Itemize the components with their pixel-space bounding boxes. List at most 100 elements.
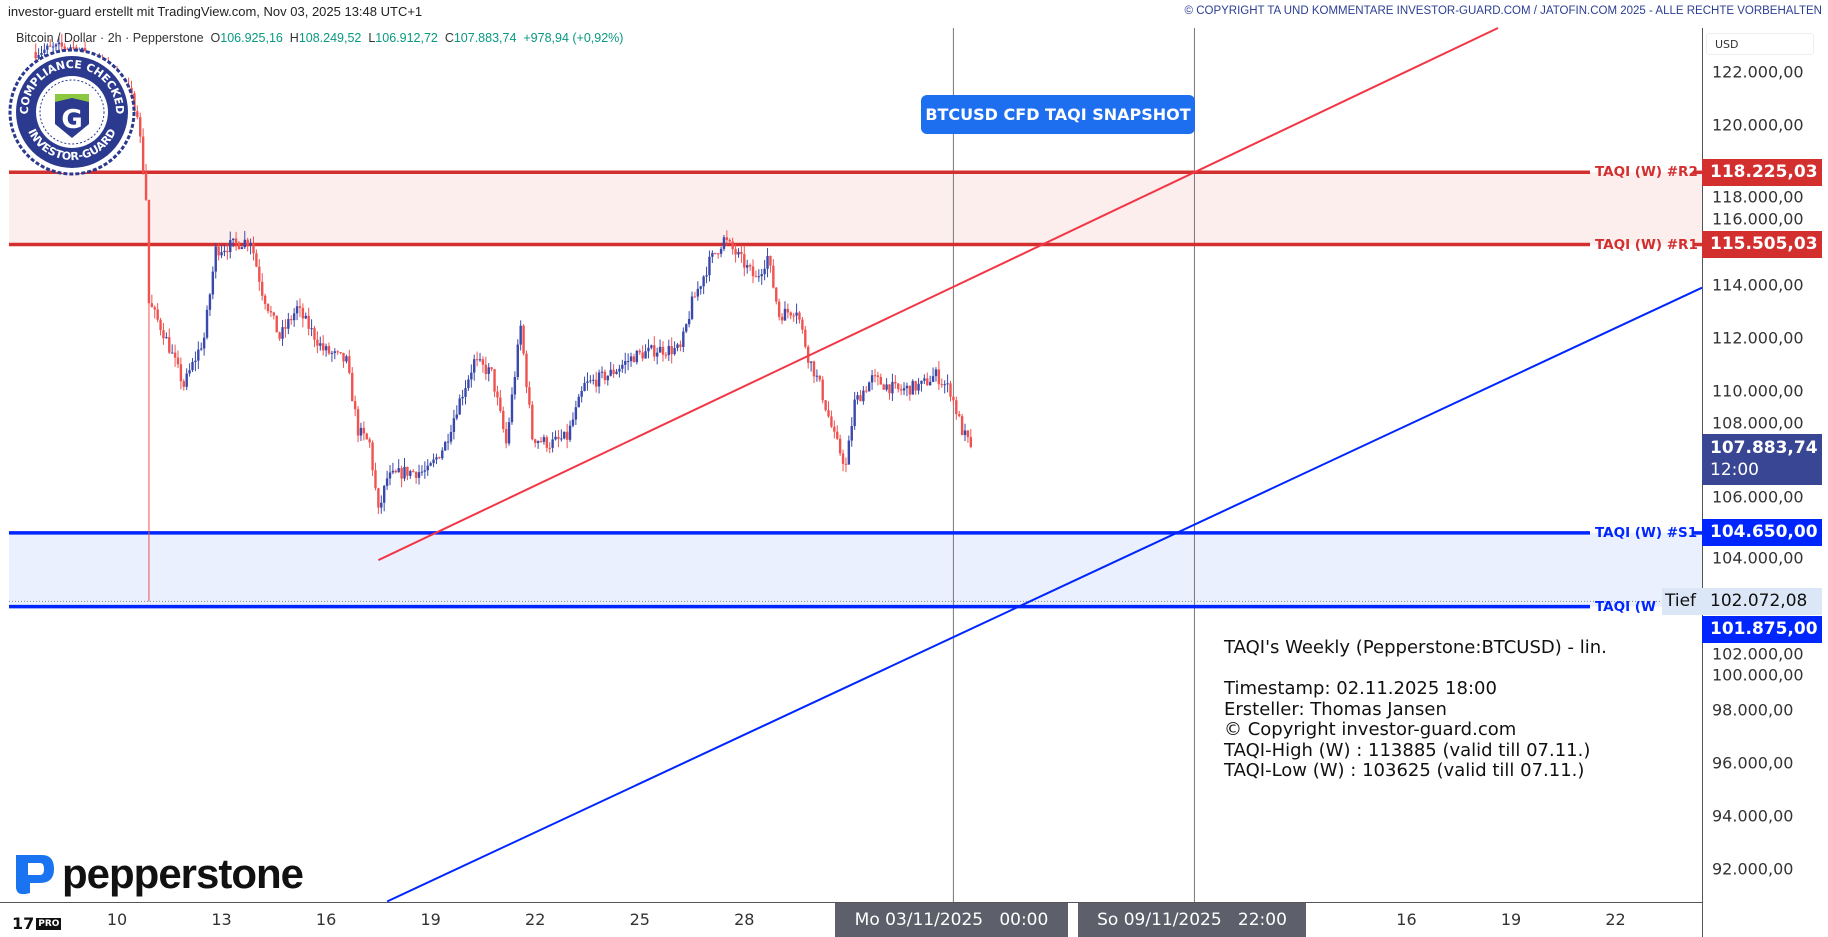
candle-body — [458, 398, 461, 415]
candle — [624, 352, 627, 374]
candle-body — [879, 377, 882, 385]
price-tick-label: 102.000,00 — [1712, 644, 1804, 664]
candle-body — [621, 364, 624, 369]
candle-body — [737, 251, 740, 255]
candle-body — [162, 330, 165, 339]
candle-body — [626, 361, 630, 363]
candle-body — [226, 250, 229, 253]
candle-body — [780, 316, 784, 321]
level-price-badge: 104.650,00 — [1702, 519, 1822, 547]
candle — [365, 432, 368, 440]
candle-body — [382, 485, 386, 503]
candle-body — [699, 286, 702, 289]
candle — [905, 382, 909, 397]
candle — [618, 364, 621, 378]
time-tick-label: 16 — [1396, 910, 1417, 929]
candle — [658, 339, 662, 353]
candle-body — [560, 438, 563, 440]
candle-body — [319, 343, 322, 346]
candle — [214, 243, 217, 279]
candle-body — [914, 381, 917, 391]
candle-body — [670, 346, 673, 355]
candle — [353, 395, 357, 417]
candle-body — [853, 399, 856, 427]
candle — [263, 293, 267, 310]
time-tick-label: 22 — [1605, 910, 1626, 929]
candle — [182, 379, 185, 391]
candle — [809, 361, 813, 372]
candle — [708, 250, 711, 282]
candle — [278, 331, 281, 341]
candle — [176, 350, 180, 369]
snapshot-label[interactable]: BTCUSD CFD TAQI SNAPSHOT — [921, 95, 1195, 134]
candle-body — [885, 384, 888, 390]
candle — [629, 352, 633, 367]
candle-body — [43, 49, 46, 53]
candle-body — [324, 346, 328, 351]
candle-body — [917, 383, 920, 391]
tradingview-logo[interactable]: 17 PRO — [12, 913, 62, 933]
candle-body — [380, 502, 383, 508]
candle-body — [577, 396, 580, 408]
level-price-badge: 115.505,03 — [1702, 231, 1822, 259]
candle-body — [374, 470, 377, 489]
candle — [644, 344, 647, 359]
candle — [327, 342, 331, 356]
candle-body — [899, 389, 903, 391]
candle-body — [719, 248, 723, 254]
candle — [673, 341, 676, 356]
candle-body — [821, 379, 824, 401]
candle — [702, 275, 705, 295]
candle-body — [571, 419, 575, 426]
candle — [240, 246, 244, 250]
candle-body — [783, 308, 787, 321]
candle — [731, 237, 734, 255]
candle-body — [911, 381, 914, 395]
candle — [144, 164, 148, 201]
price-tick-label: 116.000,00 — [1712, 209, 1804, 229]
candle-body — [452, 418, 456, 433]
candle-body — [905, 385, 909, 389]
candle-body — [949, 383, 952, 397]
time-tick-label: 25 — [629, 910, 650, 929]
low-marker-label: Tief — [1662, 587, 1702, 615]
time-axis[interactable] — [0, 902, 1702, 937]
candle — [917, 378, 920, 395]
level-label: TAQI (W) #R1 — [1595, 236, 1698, 253]
candle — [513, 371, 517, 400]
candle — [655, 347, 659, 365]
candle-body — [464, 388, 467, 397]
note-author: Ersteller: Thomas Jansen — [1224, 698, 1447, 720]
candle-body — [606, 375, 610, 381]
candle-body — [743, 254, 746, 268]
price-tick-label: 112.000,00 — [1712, 328, 1804, 348]
currency-selector[interactable]: USD — [1706, 33, 1814, 55]
high-label: H — [289, 31, 299, 45]
candle-body — [316, 339, 319, 346]
candle — [380, 495, 383, 514]
candle — [481, 356, 485, 373]
candle — [606, 375, 610, 386]
candle-body — [150, 303, 154, 308]
candle — [159, 317, 162, 336]
candle — [220, 245, 223, 259]
candle-body — [223, 250, 226, 253]
pepperstone-icon — [16, 855, 54, 895]
candle — [728, 238, 731, 245]
time-marker-label: Mo 03/11/2025 00:00 — [835, 903, 1068, 937]
candle-body — [664, 354, 668, 356]
support-zone — [9, 532, 1702, 607]
candle-body — [356, 409, 360, 436]
candle-body — [446, 441, 450, 443]
candle-body — [493, 369, 496, 392]
candle-body — [763, 268, 766, 275]
candle-body — [298, 306, 302, 308]
candle — [719, 246, 723, 258]
candle — [141, 128, 145, 175]
candle — [653, 336, 656, 361]
candle-body — [867, 382, 871, 392]
candle-body — [391, 470, 395, 473]
candle-body — [141, 136, 145, 173]
candle — [493, 368, 496, 398]
